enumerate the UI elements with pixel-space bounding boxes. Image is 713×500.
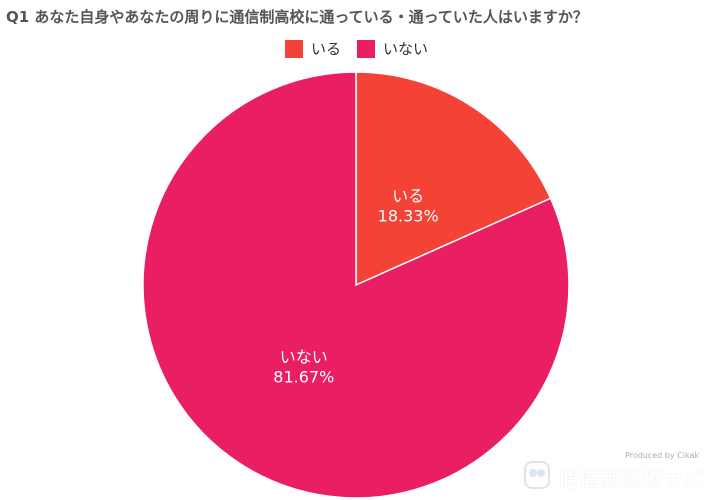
owl-logo-icon	[524, 461, 550, 489]
slice-value-label-inai: 81.67%	[273, 367, 334, 386]
legend-swatch-iru	[284, 39, 303, 58]
slice-category-label-inai: いない	[280, 347, 328, 366]
watermark-text: 通信制高校ナビ	[558, 467, 705, 491]
legend-item-iru[interactable]: いる	[284, 38, 341, 59]
legend-label-inai: いない	[383, 40, 429, 58]
slice-category-label-iru: いる	[392, 187, 424, 206]
legend: いる いない	[0, 38, 713, 59]
pie-slice-inai[interactable]	[142, 71, 570, 499]
legend-swatch-inai	[357, 39, 375, 58]
legend-label-iru: いる	[310, 40, 341, 58]
pie-slice-iru[interactable]	[355, 71, 552, 287]
watermark-credit: Produced by Cikak	[625, 451, 699, 460]
watermark: 通信制高校ナビ	[522, 458, 705, 492]
slice-value-label-iru: 18.33%	[378, 207, 439, 226]
legend-item-inai[interactable]: いない	[357, 38, 428, 59]
chart-title: Q1 あなた自身やあなたの周りに通信制高校に通っている・通っていた人はいますか？	[6, 8, 588, 26]
